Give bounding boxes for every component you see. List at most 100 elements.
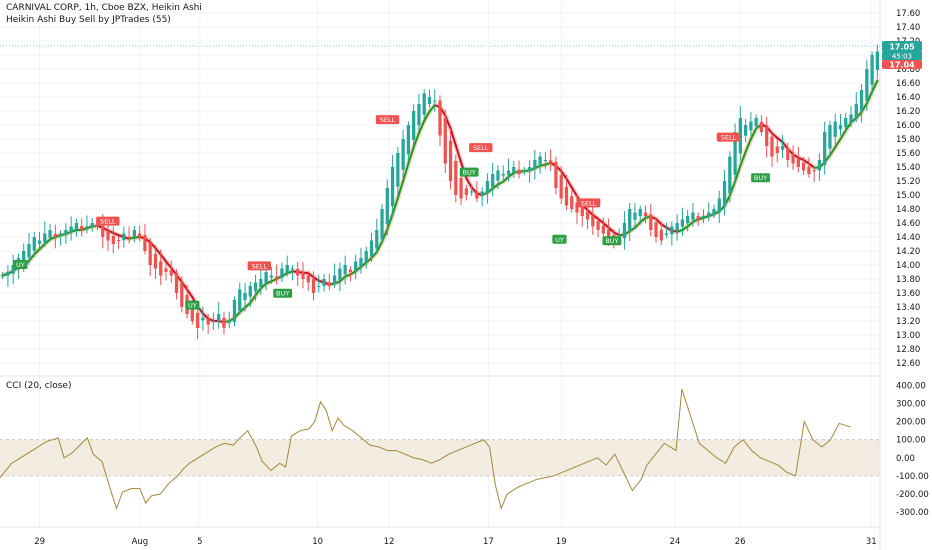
ma-segment	[375, 240, 384, 254]
last-price-text: 17.05	[889, 43, 915, 52]
price-tick-label: 13.40	[896, 303, 920, 313]
candle-body	[765, 126, 769, 146]
candle-body	[807, 166, 811, 174]
cci-tick-label: 100.00	[896, 436, 926, 446]
ma-segment	[728, 180, 737, 197]
candle-body	[469, 191, 474, 193]
candle-body	[496, 170, 500, 181]
ma-segment	[396, 180, 405, 199]
candle-body	[74, 223, 79, 230]
candle-body	[317, 286, 321, 287]
cci-tick-label: -200.00	[896, 490, 929, 500]
cci-tick-label: -300.00	[896, 508, 929, 518]
ma-segment	[507, 171, 515, 178]
cci-band	[0, 439, 880, 477]
candle-body	[280, 268, 284, 278]
sell-signal-text: SELL	[380, 116, 396, 124]
candle-body	[85, 226, 89, 229]
candle-body	[759, 121, 764, 132]
candle-body	[728, 156, 732, 194]
cci-tick-label: -100.00	[896, 472, 929, 482]
candle-body	[438, 100, 442, 136]
ma-segment	[681, 225, 689, 231]
ma-segment	[749, 127, 758, 140]
sell-signal-label	[375, 115, 400, 125]
candle-body	[643, 212, 648, 216]
candle-body	[396, 153, 400, 187]
ma-segment	[449, 127, 457, 147]
candle-body	[174, 272, 179, 293]
candle-body	[738, 118, 742, 154]
ma-segment	[201, 312, 210, 320]
ma-segment	[739, 150, 747, 167]
cci-legend[interactable]: CCI (20, close)	[6, 381, 72, 391]
candle-body	[53, 233, 57, 237]
candle-body	[343, 265, 347, 275]
ma-segment	[776, 136, 784, 143]
sell-signal-label	[716, 132, 741, 142]
candle-body	[248, 286, 252, 297]
ma-segment	[159, 253, 167, 263]
ma-segment	[465, 177, 473, 189]
other-price-text: 17.04	[889, 61, 915, 70]
candle-body	[22, 251, 26, 264]
candle-body	[332, 275, 337, 285]
candle-body	[517, 169, 521, 174]
candle-body	[722, 181, 727, 206]
ma-segment	[423, 110, 431, 122]
candle-body	[90, 223, 94, 228]
moving-average-line	[0, 78, 880, 325]
candle-body	[638, 209, 642, 217]
candle-body	[749, 121, 753, 131]
time-axis[interactable]: 29 Aug 5 10 12 17 19 24 26 31	[34, 537, 876, 547]
price-tick-label: 16.60	[896, 79, 920, 89]
candle-body	[243, 293, 247, 301]
candle-body	[380, 209, 384, 240]
candle-body	[754, 118, 758, 126]
cci-axis[interactable]: 400.00 300.00 200.00 100.00 0.00 -100.00 -200.…	[896, 381, 929, 518]
candle-body	[775, 146, 779, 153]
price-tick-label: 14.80	[896, 205, 920, 215]
candle-body	[369, 240, 374, 257]
candle-body	[817, 160, 822, 171]
price-tick-label: 15.60	[896, 149, 920, 159]
ma-segment	[164, 260, 173, 269]
candle-body	[554, 161, 558, 188]
candle-body	[116, 239, 121, 241]
symbol-legend[interactable]: CARNIVAL CORP, 1h, Cboe BZX, Heikin Ashi	[6, 3, 202, 13]
ma-segment	[607, 226, 615, 234]
candle-body	[717, 198, 721, 212]
candle-body	[491, 174, 495, 188]
candle-body	[159, 261, 163, 276]
ma-segment	[349, 270, 357, 276]
price-tick-label: 13.60	[896, 289, 920, 299]
ma-segment	[407, 146, 415, 165]
candle-series[interactable]	[1, 44, 879, 340]
ma-segment	[381, 228, 389, 243]
buy-signal-label	[13, 260, 28, 269]
ma-segment	[238, 306, 247, 314]
candle-body	[475, 191, 479, 199]
candle-body	[865, 69, 869, 101]
ma-segment	[781, 140, 789, 150]
indicator-legend[interactable]: Heikin Ashi Buy Sell by JPTrades (55)	[6, 15, 171, 25]
price-tick-label: 14.20	[896, 247, 920, 257]
price-tick-label: 15.40	[896, 163, 920, 173]
cci-polyline	[0, 388, 852, 511]
candle-body	[127, 236, 131, 238]
candle-body	[11, 265, 15, 274]
price-tick-label: 16.80	[896, 65, 920, 75]
candle-body	[527, 167, 532, 172]
ma-segment	[386, 213, 394, 231]
candle-body	[549, 160, 553, 164]
candle-body	[390, 167, 395, 207]
candle-body	[633, 212, 637, 220]
candle-body	[143, 235, 147, 251]
candle-body	[501, 174, 505, 176]
candle-body	[80, 226, 84, 230]
other-price-tag	[882, 60, 922, 69]
candle-body	[375, 230, 379, 249]
candle-body	[417, 104, 421, 126]
price-tick-label: 15.00	[896, 191, 920, 201]
